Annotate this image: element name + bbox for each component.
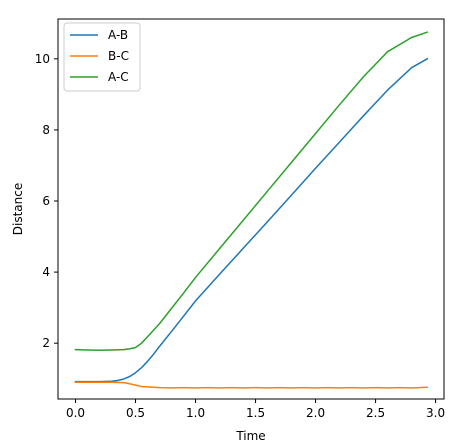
series-line-a-b bbox=[74, 57, 429, 383]
plot-frame bbox=[57, 18, 445, 400]
x-tick-label: 0.0 bbox=[66, 406, 85, 420]
x-tick-label: 2.0 bbox=[306, 406, 325, 420]
legend-label: A-B bbox=[108, 28, 128, 42]
x-tick-label: 2.5 bbox=[366, 406, 385, 420]
legend-label: B-C bbox=[108, 49, 129, 63]
y-axis-title: Distance bbox=[11, 183, 25, 235]
plot-lines bbox=[74, 31, 429, 389]
series-line-a-c bbox=[74, 31, 429, 352]
x-axis-ticks: 0.0 0.5 1.0 1.5 2.0 2.5 3.0 bbox=[66, 399, 445, 420]
y-tick-label: 10 bbox=[35, 52, 50, 66]
series-line-b-c bbox=[74, 381, 428, 389]
y-tick-label: 4 bbox=[42, 265, 50, 279]
y-tick-label: 2 bbox=[42, 336, 50, 350]
legend: A-B B-C A-C bbox=[63, 22, 141, 92]
x-tick-label: 1.0 bbox=[186, 406, 205, 420]
y-tick-label: 8 bbox=[42, 123, 50, 137]
x-tick-label: 1.5 bbox=[246, 406, 265, 420]
legend-box bbox=[63, 22, 141, 92]
y-axis-ticks: 2 4 6 8 10 bbox=[35, 52, 58, 350]
x-tick-label: 3.0 bbox=[426, 406, 445, 420]
x-axis-title: Time bbox=[235, 429, 265, 443]
x-tick-label: 0.5 bbox=[126, 406, 145, 420]
legend-label: A-C bbox=[108, 70, 129, 84]
y-tick-label: 6 bbox=[42, 194, 50, 208]
